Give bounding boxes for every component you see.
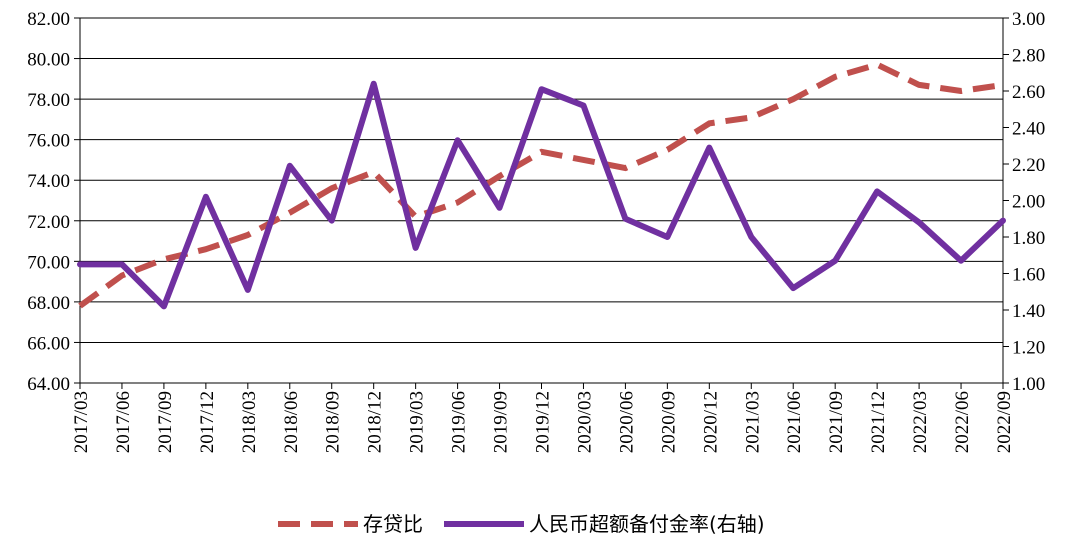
left-tick-label: 82.00 xyxy=(27,9,70,30)
right-tick-label: 2.40 xyxy=(1012,119,1045,140)
legend-label-loan-deposit-ratio: 存贷比 xyxy=(363,512,423,536)
x-tick-label: 2017/12 xyxy=(197,391,218,453)
right-tick-label: 3.00 xyxy=(1012,9,1045,30)
x-tick-label: 2018/03 xyxy=(239,391,260,453)
series-line-loan-deposit-ratio xyxy=(78,61,1004,309)
left-tick-label: 74.00 xyxy=(27,171,70,192)
right-tick-label: 1.40 xyxy=(1012,301,1045,322)
x-tick-label: 2017/03 xyxy=(71,391,92,453)
x-tick-label: 2021/03 xyxy=(742,391,763,453)
right-tick-label: 1.60 xyxy=(1012,265,1045,286)
x-tick-label: 2019/09 xyxy=(491,391,512,453)
right-tick-label: 1.20 xyxy=(1012,338,1045,359)
left-tick-label: 66.00 xyxy=(27,333,70,354)
right-tick-label: 2.60 xyxy=(1012,82,1045,103)
left-tick-label: 80.00 xyxy=(27,50,70,71)
x-tick-label: 2017/09 xyxy=(155,391,176,453)
legend: 存贷比 人民币超额备付金率(右轴) xyxy=(278,512,765,536)
left-tick-label: 78.00 xyxy=(27,90,70,111)
x-tick-label: 2021/09 xyxy=(826,391,847,453)
left-axis-ticks: 64.00 66.00 68.00 70.00 72.00 74.00 76.00 78.00… xyxy=(27,9,80,395)
legend-label-excess-reserve-ratio: 人民币超额备付金率(右轴) xyxy=(529,512,765,536)
series-layer xyxy=(77,61,1006,310)
x-tick-label: 2019/12 xyxy=(533,391,554,453)
x-tick-label: 2022/09 xyxy=(994,391,1015,453)
x-tick-label: 2021/12 xyxy=(868,391,889,453)
x-tick-label: 2019/06 xyxy=(449,391,470,453)
left-tick-label: 68.00 xyxy=(27,293,70,314)
x-tick-label: 2020/09 xyxy=(658,391,679,453)
right-tick-label: 1.00 xyxy=(1012,374,1045,395)
right-tick-label: 1.80 xyxy=(1012,228,1045,249)
x-tick-label: 2017/06 xyxy=(113,391,134,453)
right-tick-label: 2.20 xyxy=(1012,155,1045,176)
x-tick-label: 2022/06 xyxy=(952,391,973,453)
x-tick-label: 2022/03 xyxy=(910,391,931,453)
x-tick-label: 2020/12 xyxy=(700,391,721,453)
right-tick-label: 2.00 xyxy=(1012,192,1045,213)
x-tick-label: 2021/06 xyxy=(784,391,805,453)
right-axis-ticks: 1.00 1.20 1.40 1.60 1.80 2.00 2.20 2.40 2.60 2.80… xyxy=(1003,9,1045,395)
x-tick-label: 2018/06 xyxy=(281,391,302,453)
x-tick-label: 2018/09 xyxy=(323,391,344,453)
left-tick-label: 64.00 xyxy=(27,374,70,395)
grid-lines xyxy=(79,17,1004,384)
x-tick-label: 2019/03 xyxy=(407,391,428,453)
x-tick-label: 2018/12 xyxy=(365,391,386,453)
x-tick-label: 2020/06 xyxy=(616,391,637,453)
x-axis-ticks: 2017/03 2017/06 2017/09 2017/12 2018/03 2018/… xyxy=(71,383,1015,453)
left-tick-label: 72.00 xyxy=(27,212,70,233)
right-tick-label: 2.80 xyxy=(1012,46,1045,67)
left-tick-label: 70.00 xyxy=(27,252,70,273)
x-tick-label: 2020/03 xyxy=(574,391,595,453)
series-line-excess-reserve-ratio xyxy=(77,80,1006,310)
left-tick-label: 76.00 xyxy=(27,131,70,152)
